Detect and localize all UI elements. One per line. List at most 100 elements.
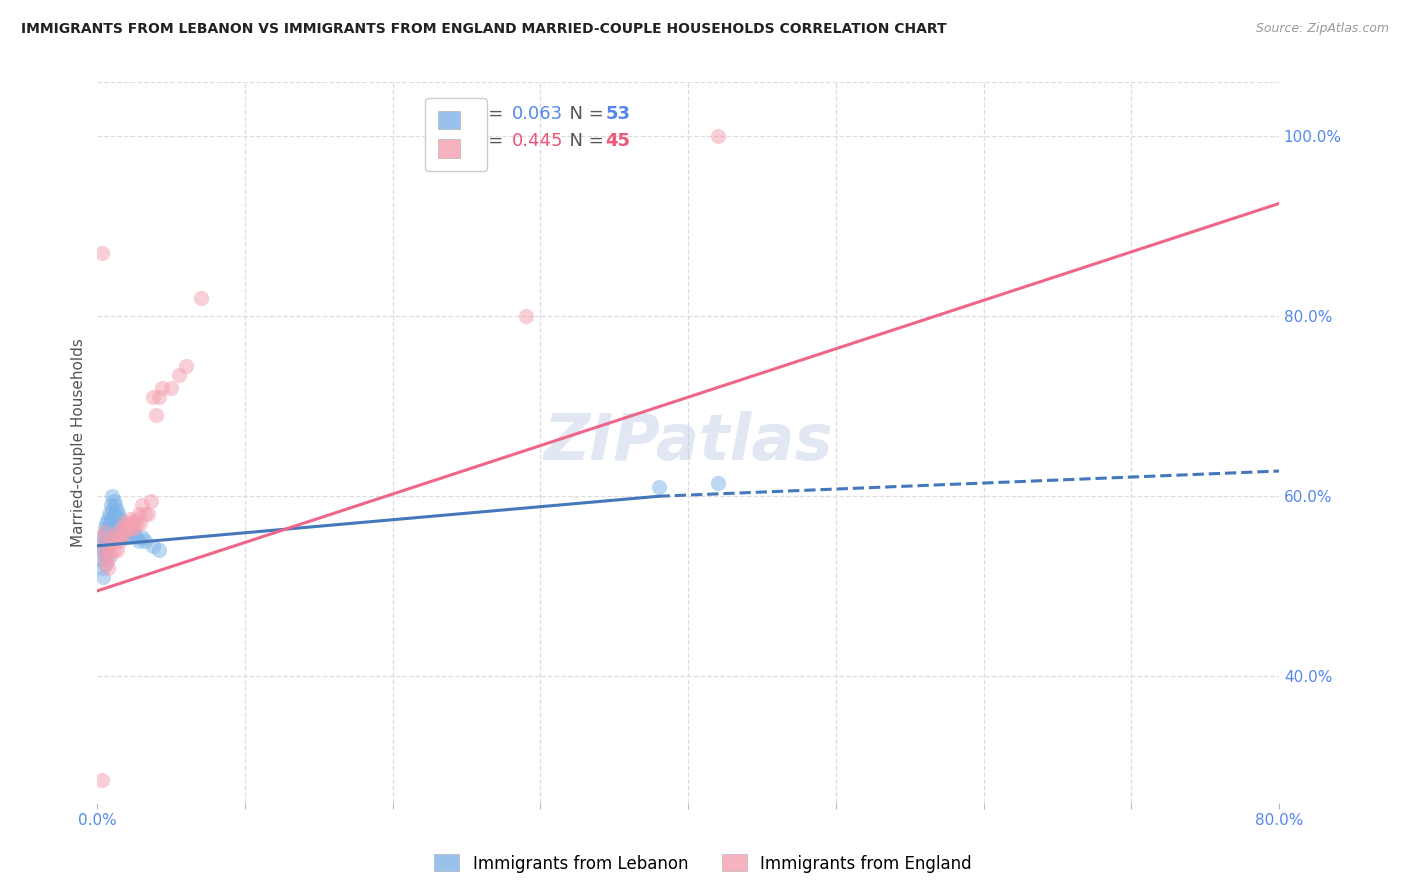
Point: [101, 530, 124, 544]
Point: [107, 525, 129, 540]
Point: [89, 530, 111, 544]
Point: [96, 516, 118, 531]
Text: N =: N =: [558, 105, 610, 123]
Point: [93, 557, 115, 571]
Point: [90, 561, 112, 575]
Point: [101, 502, 124, 516]
Point: [98, 508, 121, 522]
Point: [706, 128, 728, 143]
Point: [93, 548, 115, 562]
Point: [515, 309, 537, 323]
Text: 0.063: 0.063: [512, 105, 564, 123]
Point: [91, 530, 114, 544]
Point: [136, 508, 159, 522]
Point: [101, 489, 124, 503]
Point: [105, 516, 128, 531]
Point: [142, 390, 165, 404]
Point: [97, 512, 120, 526]
Point: [706, 475, 728, 490]
Point: [114, 530, 136, 544]
Point: [111, 521, 134, 535]
Point: [117, 516, 139, 531]
Text: Source: ZipAtlas.com: Source: ZipAtlas.com: [1256, 22, 1389, 36]
Point: [117, 525, 139, 540]
Point: [90, 772, 112, 787]
Point: [142, 539, 165, 553]
Point: [118, 530, 141, 544]
Point: [103, 493, 125, 508]
Point: [96, 543, 118, 558]
Text: IMMIGRANTS FROM LEBANON VS IMMIGRANTS FROM ENGLAND MARRIED-COUPLE HOUSEHOLDS COR: IMMIGRANTS FROM LEBANON VS IMMIGRANTS FR…: [21, 22, 946, 37]
Point: [110, 530, 132, 544]
Point: [121, 516, 143, 531]
Point: [108, 534, 131, 549]
Point: [148, 390, 170, 404]
Point: [108, 512, 131, 526]
Point: [167, 368, 190, 382]
Point: [129, 516, 152, 531]
Point: [91, 543, 114, 558]
Point: [93, 534, 115, 549]
Text: ZIPatlas: ZIPatlas: [543, 411, 832, 474]
Point: [124, 521, 146, 535]
Point: [139, 493, 162, 508]
Point: [91, 543, 114, 558]
Point: [131, 530, 153, 544]
Point: [190, 291, 212, 305]
Point: [97, 561, 120, 575]
Point: [148, 543, 170, 558]
Point: [134, 534, 156, 549]
Point: [110, 530, 132, 544]
Point: [103, 508, 125, 522]
Y-axis label: Married-couple Households: Married-couple Households: [72, 338, 86, 547]
Point: [647, 480, 669, 494]
Point: [120, 521, 142, 535]
Text: 45: 45: [606, 132, 630, 150]
Legend: Immigrants from Lebanon, Immigrants from England: Immigrants from Lebanon, Immigrants from…: [427, 847, 979, 880]
Point: [125, 512, 148, 526]
Point: [118, 512, 141, 526]
Point: [104, 512, 127, 526]
Text: 0.445: 0.445: [512, 132, 564, 150]
Point: [97, 543, 120, 558]
Point: [110, 516, 132, 531]
Point: [90, 539, 112, 553]
Point: [105, 543, 128, 558]
Text: 53: 53: [606, 105, 630, 123]
Legend: , : ,: [426, 98, 486, 171]
Point: [96, 557, 118, 571]
Point: [100, 548, 122, 562]
Point: [104, 534, 127, 549]
Point: [98, 539, 121, 553]
Point: [112, 516, 135, 531]
Point: [100, 512, 122, 526]
Point: [91, 570, 114, 584]
Point: [108, 525, 131, 540]
Point: [97, 525, 120, 540]
Point: [98, 521, 121, 535]
Point: [128, 508, 150, 522]
Point: [121, 525, 143, 540]
Point: [96, 530, 118, 544]
Point: [107, 521, 129, 535]
Point: [174, 359, 197, 373]
Point: [101, 516, 124, 531]
Point: [104, 498, 127, 512]
Point: [90, 246, 112, 260]
Point: [131, 498, 153, 512]
Point: [125, 530, 148, 544]
Point: [103, 543, 125, 558]
Point: [93, 552, 115, 566]
Text: R =: R =: [470, 132, 509, 150]
Point: [115, 521, 138, 535]
Point: [115, 521, 138, 535]
Point: [96, 525, 118, 540]
Point: [134, 508, 156, 522]
Text: N =: N =: [558, 132, 610, 150]
Point: [97, 552, 120, 566]
Point: [100, 498, 122, 512]
Point: [114, 525, 136, 540]
Point: [127, 516, 149, 531]
Point: [93, 525, 115, 540]
Point: [89, 552, 111, 566]
